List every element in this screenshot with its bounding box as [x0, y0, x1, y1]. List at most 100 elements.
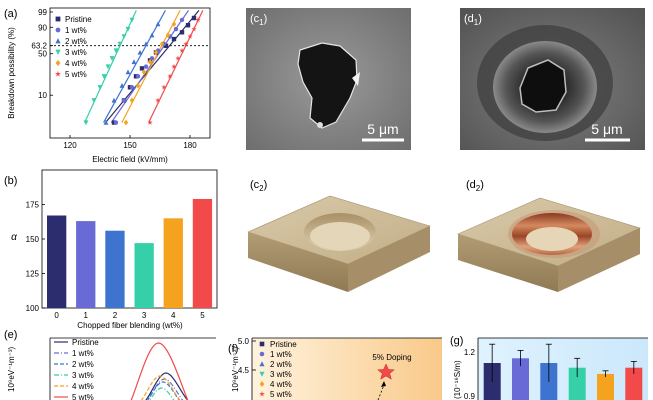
y-tick-label-b: 125 — [26, 270, 40, 279]
panel-e-line-chart: 10⁹eV⁻¹m⁻³) Pristine 1 wt% 2 wt% 3 wt% 4 wt%… — [7, 337, 216, 400]
y-axis-label-e: 10⁹eV⁻¹m⁻³) — [7, 346, 16, 392]
bar-b-2 — [105, 230, 125, 308]
data-point-a-2 — [119, 83, 125, 88]
data-point-a-5 — [171, 63, 177, 69]
bar-b-4 — [163, 218, 183, 308]
data-point-a-3 — [129, 17, 135, 23]
legend-marker-a-2 — [55, 38, 61, 44]
data-point-a-5 — [147, 119, 153, 125]
plot-frame-b — [41, 169, 218, 309]
arrow-5pct-doping — [377, 384, 385, 400]
data-point-a-4 — [135, 82, 141, 89]
x-tick-label-b: 5 — [200, 311, 205, 320]
data-point-a-3 — [113, 48, 119, 54]
y-tick-label-b: 175 — [26, 201, 40, 210]
legend-marker-f-4 — [259, 381, 265, 387]
y-tick-g-09: 0.9 — [464, 392, 476, 400]
data-point-a-1 — [179, 17, 185, 23]
x-tick-label-b: 3 — [142, 311, 147, 320]
data-point-a-3 — [101, 74, 107, 79]
data-point-a-5 — [191, 26, 197, 32]
data-point-a-4 — [153, 49, 159, 56]
data-point-a-0 — [185, 23, 191, 28]
legend-marker-a-4 — [55, 59, 61, 67]
legend-label-f-5: 5 wt% — [270, 390, 292, 399]
x-tick-label-b: 0 — [54, 311, 59, 320]
panel-label-e: (e) — [4, 329, 17, 341]
x-tick-label-b: 4 — [171, 311, 176, 320]
panel-a-weibull-chart: 99 90 63.250 10 120 150 180 Breakdown possibi… — [7, 7, 211, 164]
panel-label-b: (b) — [4, 175, 17, 187]
data-point-a-1 — [143, 64, 149, 69]
legend-label-e-5: 5 wt% — [72, 393, 94, 400]
legend-marker-f-2 — [259, 361, 265, 367]
data-point-a-5 — [175, 55, 181, 61]
legend-label-a-4: 4 wt% — [65, 59, 87, 68]
data-point-a-4 — [147, 59, 153, 65]
x-tick-label-b: 2 — [113, 311, 118, 320]
data-point-a-1 — [113, 120, 119, 125]
x-tick-label-a: 150 — [123, 141, 137, 150]
x-axis-label-b: Chopped fiber blending (wt%) — [77, 321, 183, 330]
sem-image-c1: 5 μm (c1) — [246, 8, 411, 150]
data-point-a-3 — [121, 34, 127, 40]
y-tick-label-a: 10 — [38, 91, 47, 100]
legend-label-e-3: 3 wt% — [72, 371, 94, 380]
data-point-a-5 — [183, 41, 189, 47]
curve-e-3 — [149, 387, 175, 400]
model-d2-slab: (d2) — [457, 179, 641, 292]
data-point-a-5 — [161, 84, 167, 90]
fit-line-4 — [121, 10, 181, 123]
legend-label-e-4: 4 wt% — [72, 382, 94, 391]
data-point-a-2 — [131, 59, 137, 65]
scale-bar-label-c1: 5 μm — [367, 121, 398, 137]
annotation-5pct-doping: 5% Doping — [372, 353, 411, 362]
panel-label-c1: (c1) — [250, 13, 267, 27]
bar-g-5 — [625, 367, 643, 400]
fit-line-2 — [103, 10, 166, 123]
legend-label-f-2: 2 wt% — [270, 360, 292, 369]
curve-e-4 — [140, 375, 181, 400]
panel-label-a: (a) — [4, 8, 17, 20]
bar-g-3 — [568, 367, 586, 400]
y-tick-label-a: 99 — [38, 8, 47, 17]
y-tick-label-a: 90 — [38, 23, 47, 32]
panel-b-bar-chart: 100 125 150 175 0 1 2 3 4 5 α Chopped fiber blen… — [11, 169, 218, 330]
legend-label-e-1: 1 wt% — [72, 349, 94, 358]
y-axis-label-g: (10⁻¹⁶S/m) — [453, 360, 462, 399]
panel-label-d1: (d1) — [464, 13, 482, 27]
data-point-a-5 — [187, 33, 193, 39]
data-point-a-2 — [137, 49, 143, 55]
curve-e-2 — [147, 381, 180, 400]
legend-marker-f-5 — [259, 391, 265, 397]
data-point-a-2 — [103, 119, 109, 125]
y-axis-label-f: 10⁹eV⁻¹m⁻³) — [231, 346, 240, 392]
data-point-a-0 — [171, 36, 177, 42]
legend-label-e-2: 2 wt% — [72, 360, 94, 369]
data-point-a-0 — [191, 15, 197, 21]
bar-b-0 — [47, 215, 67, 308]
y-tick-label-b: 150 — [26, 235, 40, 244]
data-point-a-4 — [123, 119, 129, 126]
star-5pct-doping — [377, 363, 395, 380]
legend-marker-a-0 — [55, 16, 61, 22]
bar-b-5 — [192, 199, 213, 308]
data-point-a-2 — [125, 69, 131, 75]
bar-b-1 — [76, 221, 96, 308]
legend-label-a-3: 3 wt% — [65, 48, 87, 57]
y-tick-g-12: 1.2 — [464, 348, 476, 357]
panel-label-f: (f) — [228, 343, 238, 355]
panel-label-g: (g) — [450, 335, 463, 347]
panel-g-bar-chart: (10⁻¹⁶S/m) 1.2 0.9 — [453, 337, 648, 400]
data-point-a-1 — [121, 98, 127, 103]
data-point-a-1 — [149, 56, 155, 61]
legend-marker-f-0 — [259, 341, 265, 347]
data-point-a-2 — [111, 97, 117, 103]
legend-label-a-0: Pristine — [65, 15, 92, 24]
y-axis-label-a: Breakdown possibility (%) — [7, 27, 16, 119]
legend-marker-a-1 — [55, 27, 61, 33]
data-point-a-2 — [143, 41, 149, 47]
legend-marker-f-3 — [259, 371, 265, 377]
pore-d1 — [519, 59, 567, 113]
